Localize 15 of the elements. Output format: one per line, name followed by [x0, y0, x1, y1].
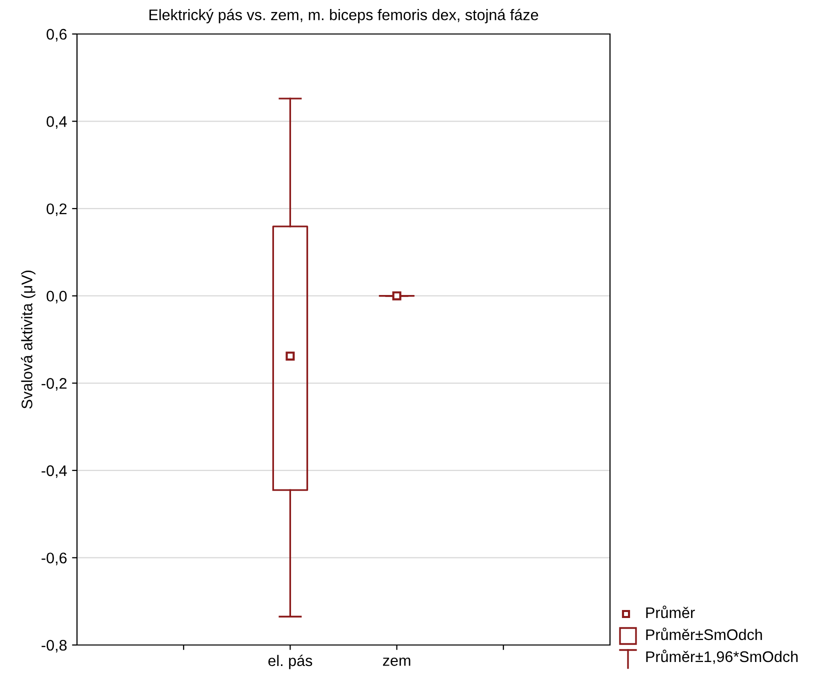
y-tick-label: -0,8 — [42, 640, 67, 652]
x-tick-label: el. pás — [268, 654, 312, 670]
text: Průměr — [646, 606, 695, 618]
y-axis-title: Svalová aktivita (μV) — [20, 270, 36, 409]
chart-title: Elektrický pás vs. zem, m. biceps femoris dex, stojná fáze — [149, 8, 538, 24]
y-tick-label: 0,4 — [46, 116, 67, 129]
y-tick-label: 0,0 — [46, 290, 67, 304]
text: Průměr±1,96*SmOdch — [646, 650, 798, 664]
y-tick-label: -0,2 — [42, 378, 67, 391]
y-tick-label: -0,6 — [42, 552, 67, 566]
text: Průměr±SmOdch — [646, 628, 762, 640]
y-tick-label: -0,4 — [42, 465, 67, 478]
y-tick-label: 0,6 — [46, 28, 67, 42]
y-tick-label: 0,2 — [46, 203, 67, 216]
x-tick-label: zem — [382, 658, 410, 666]
